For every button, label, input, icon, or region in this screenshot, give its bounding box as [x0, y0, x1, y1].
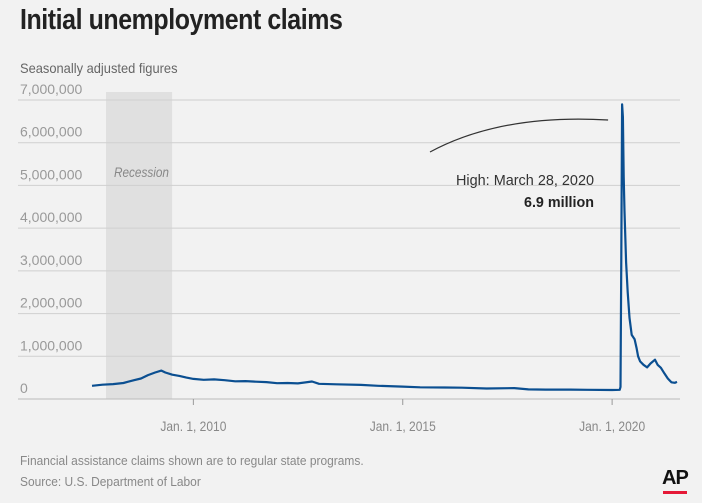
- recession-shade: [105, 92, 173, 399]
- claims-series-line: [91, 103, 678, 392]
- annotation-value: 6.9 million: [524, 194, 594, 211]
- x-tick-label: Jan. 1, 2010: [160, 418, 226, 434]
- y-tick-label: 0: [20, 380, 28, 396]
- footer-source: Source: U.S. Department of Labor: [20, 474, 201, 489]
- y-tick-label: 4,000,000: [20, 209, 82, 225]
- chart-subtitle: Seasonally adjusted figures: [20, 60, 178, 76]
- ap-logo: AP: [662, 467, 689, 494]
- y-tick-label: 6,000,000: [20, 124, 82, 140]
- y-tick-label: 7,000,000: [20, 81, 82, 97]
- y-tick-label: 3,000,000: [20, 252, 82, 268]
- x-tick-label: Jan. 1, 2015: [370, 418, 436, 434]
- annotation-date: High: March 28, 2020: [456, 172, 594, 189]
- ap-logo-text: AP: [662, 467, 689, 489]
- footer-note: Financial assistance claims shown are to…: [20, 453, 364, 468]
- recession-label: Recession: [114, 164, 169, 180]
- y-tick-label: 1,000,000: [20, 337, 82, 353]
- y-tick-label: 5,000,000: [20, 166, 82, 182]
- chart-title: Initial unemployment claims: [20, 4, 343, 36]
- annotation-connector: [429, 118, 609, 153]
- y-tick-label: 2,000,000: [20, 295, 82, 311]
- x-tick-label: Jan. 1, 2020: [579, 418, 645, 434]
- ap-logo-bar: [663, 491, 687, 494]
